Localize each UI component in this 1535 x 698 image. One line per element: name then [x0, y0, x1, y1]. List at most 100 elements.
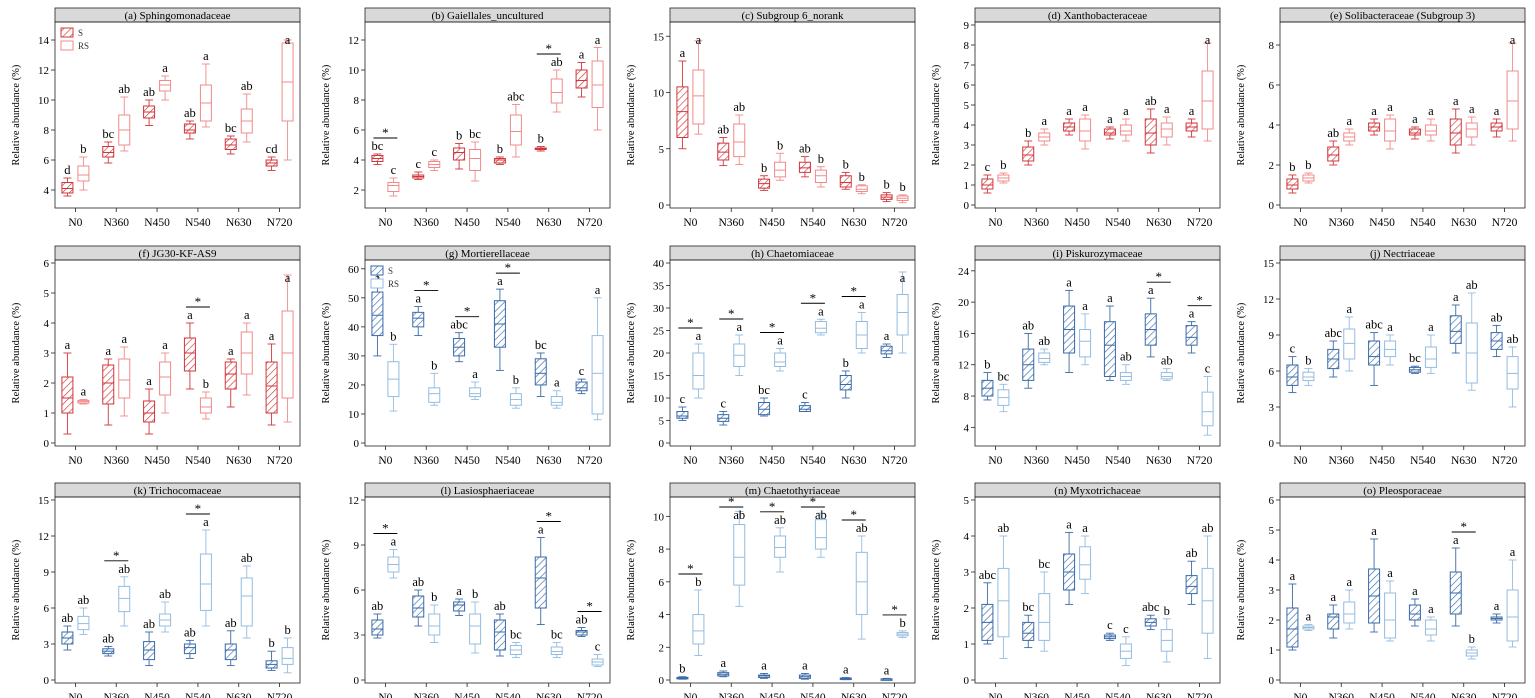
y-tick-label: 1: [44, 408, 50, 420]
significance-letter: bc: [1038, 557, 1050, 571]
box-rs: [733, 524, 746, 586]
significance-letter: ab: [551, 55, 563, 69]
box-rs: [1302, 371, 1315, 382]
box-s: [534, 358, 547, 386]
x-tick-label: N540: [185, 692, 211, 698]
x-tick-label: N630: [1451, 217, 1477, 229]
significance-letter: ab: [1507, 332, 1519, 346]
significance-letter: a: [1107, 112, 1113, 126]
significance-letter: bc: [758, 383, 770, 397]
significance-letter: a: [1330, 590, 1336, 604]
box-rs: [896, 294, 909, 336]
significance-letter: a: [859, 298, 865, 312]
y-axis-label: Relative abundance (%): [1236, 539, 1247, 640]
x-tick-label: N450: [1369, 455, 1395, 467]
significance-star: *: [195, 501, 202, 516]
panel-9: (i) Piskurozymaceae 4 8 12 16 20 24 Relative ab…: [931, 245, 1221, 467]
box-rs: [591, 60, 604, 108]
x-tick-label: N540: [800, 217, 826, 229]
x-tick-label: N540: [1105, 692, 1131, 698]
significance-letter: d: [64, 163, 71, 177]
significance-letter: c: [802, 388, 808, 402]
significance-letter: ab: [856, 521, 868, 535]
x-tick-label: N0: [988, 455, 1002, 467]
y-tick-label: 1: [964, 639, 970, 651]
y-tick-label: 3: [44, 639, 50, 651]
box-rs: [591, 335, 604, 415]
x-tick-label: N720: [267, 217, 293, 229]
y-tick-label: 8: [354, 95, 360, 107]
panel-title: (l) Lasiosphaeriaceae: [441, 485, 535, 497]
significance-letter: b: [472, 587, 478, 601]
x-tick-label: N630: [1146, 455, 1172, 467]
plot-frame: [974, 496, 1221, 684]
significance-letter: b: [431, 590, 437, 604]
y-tick-label: 40: [348, 322, 360, 334]
y-tick-label: 6: [1269, 366, 1275, 378]
box-rs: [1160, 122, 1173, 138]
y-tick-label: 1: [964, 180, 970, 192]
significance-letter: ab: [118, 82, 130, 96]
box-rs: [1079, 118, 1092, 142]
x-tick-label: N630: [1146, 217, 1172, 229]
box-rs: [814, 321, 827, 334]
panel-title: (k) Trichocomaceae: [134, 485, 222, 497]
box-rs: [1506, 70, 1519, 130]
box-rs: [281, 310, 294, 399]
significance-letter: ab: [717, 123, 729, 137]
y-axis-label: Relative abundance (%): [321, 539, 332, 640]
y-tick-label: 6: [44, 155, 50, 167]
significance-letter: a: [162, 338, 168, 352]
significance-letter: a: [1453, 290, 1459, 304]
y-axis-label: Relative abundance (%): [931, 539, 942, 640]
y-tick-label: 12: [38, 65, 49, 77]
significance-letter: ab: [1186, 546, 1198, 560]
x-tick-label: N450: [144, 455, 170, 467]
y-tick-label: 0: [964, 675, 970, 687]
significance-letter: a: [777, 334, 783, 348]
box-s: [1449, 315, 1462, 344]
box-s: [880, 345, 893, 355]
significance-letter: a: [81, 385, 87, 399]
y-tick-label: 15: [653, 31, 665, 43]
box-rs: [1384, 340, 1397, 358]
significance-letter: ab: [241, 551, 253, 565]
significance-letter: b: [1305, 354, 1311, 368]
y-tick-label: 4: [44, 185, 50, 197]
x-tick-label: N360: [1328, 217, 1354, 229]
panel-7: (g) Mortierellaceae 0 10 20 30 40 50 60 Relative…: [321, 245, 611, 467]
y-tick-label: 15: [653, 371, 665, 383]
significance-letter: a: [554, 376, 560, 390]
box-rs: [774, 352, 787, 367]
y-tick-label: 10: [653, 393, 665, 405]
panel-title: (m) Chaetothyriaceae: [745, 485, 840, 497]
significance-letter: a: [696, 329, 702, 343]
significance-letter: c: [579, 364, 585, 378]
y-tick-label: 2: [964, 603, 970, 615]
significance-star: *: [728, 306, 735, 321]
x-tick-label: N540: [185, 455, 211, 467]
box-s: [676, 86, 689, 138]
legend-label-s: S: [78, 28, 83, 38]
significance-letter: a: [761, 658, 767, 672]
box-s: [1286, 364, 1299, 386]
plot-frame: [54, 21, 301, 209]
significance-letter: a: [1494, 599, 1500, 613]
box-s: [1022, 621, 1035, 641]
x-tick-label: N630: [1451, 455, 1477, 467]
x-tick-label: N720: [1492, 217, 1518, 229]
y-tick-label: 6: [354, 125, 360, 137]
y-tick-label: 4: [354, 155, 360, 167]
box-rs: [118, 585, 131, 613]
x-tick-label: N540: [495, 217, 521, 229]
y-tick-label: 5: [44, 288, 50, 300]
y-axis-label: Relative abundance (%): [626, 64, 637, 165]
x-tick-label: N360: [413, 692, 439, 698]
legend-label-s: S: [388, 266, 393, 276]
x-tick-label: N540: [1410, 692, 1436, 698]
box-rs: [1424, 124, 1437, 136]
box-s: [839, 375, 852, 391]
significance-letter: a: [818, 304, 824, 318]
x-tick-label: N450: [1064, 217, 1090, 229]
